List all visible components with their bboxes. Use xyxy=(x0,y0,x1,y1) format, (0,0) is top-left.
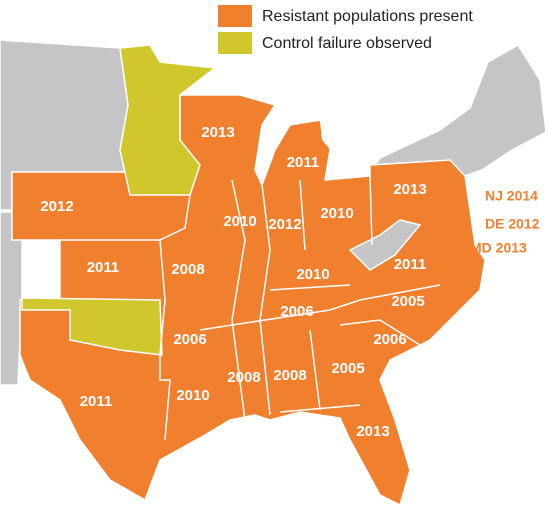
labels: 2013 2011 2012 2010 2012 2010 2013 2011 2008 2010… xyxy=(40,124,539,440)
lake xyxy=(258,118,275,175)
state-label: 2005 xyxy=(331,360,364,377)
state-label: 2011 xyxy=(394,256,427,273)
state-border xyxy=(199,284,441,331)
west-virginia xyxy=(348,219,422,271)
legend: Resistant populations present Control fa… xyxy=(218,5,473,54)
state-label: 2010 xyxy=(223,213,256,230)
map-shapes xyxy=(0,39,547,507)
state-border xyxy=(269,284,351,291)
control-region xyxy=(119,44,217,196)
state-label: 2012 xyxy=(40,198,73,215)
state-border xyxy=(309,329,321,411)
northeast-states xyxy=(373,43,547,177)
state-border xyxy=(299,179,306,251)
state-label: MD 2013 xyxy=(470,240,527,256)
state-label: NJ 2014 xyxy=(485,188,538,204)
state-label: 2006 xyxy=(280,303,313,320)
control-region xyxy=(21,297,163,356)
legend-swatch xyxy=(218,32,252,54)
lake xyxy=(320,122,345,155)
state-border xyxy=(339,319,421,346)
state-label: 2006 xyxy=(173,331,206,348)
state-label: 2013 xyxy=(201,124,234,141)
state-label: 2010 xyxy=(296,266,329,283)
state-label: 2012 xyxy=(268,216,301,233)
state-label: 2011 xyxy=(287,154,320,171)
state-label: 2011 xyxy=(80,393,113,410)
legend-label: Resistant populations present xyxy=(262,8,473,25)
state-border xyxy=(60,194,191,241)
state-border xyxy=(231,179,246,421)
state-border xyxy=(279,404,361,413)
state-label: 2011 xyxy=(87,259,120,276)
state-label: 2008 xyxy=(273,367,306,384)
legend-swatch xyxy=(218,5,252,27)
state-label: 2013 xyxy=(356,423,389,440)
state-label: 2008 xyxy=(227,369,260,386)
state-border xyxy=(259,184,271,416)
legend-label: Control failure observed xyxy=(262,35,432,52)
state-label: DE 2012 xyxy=(485,216,540,232)
state-border xyxy=(159,239,171,441)
state-border xyxy=(369,175,373,246)
state-label: 2008 xyxy=(171,261,204,278)
state-label: 2010 xyxy=(320,205,353,222)
state-label: 2006 xyxy=(373,331,406,348)
resistant-region xyxy=(11,94,486,507)
state-label: 2005 xyxy=(391,293,424,310)
state-label: 2013 xyxy=(393,181,426,198)
state-label: 2010 xyxy=(176,387,209,404)
